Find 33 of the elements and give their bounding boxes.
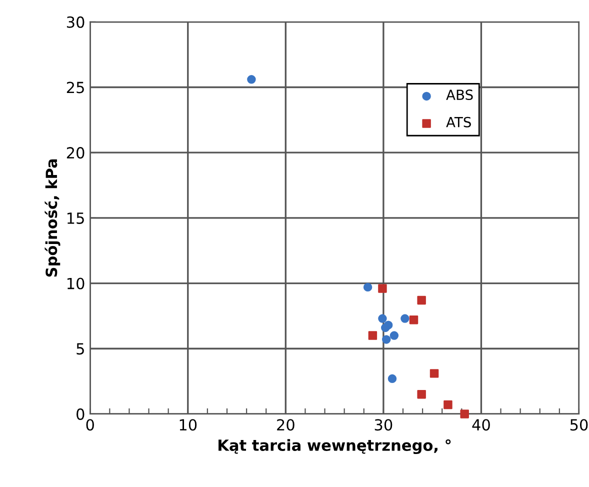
point bbox=[400, 314, 410, 323]
point bbox=[409, 315, 418, 324]
y-tick-label: 25 bbox=[66, 82, 84, 94]
point bbox=[363, 282, 372, 292]
legend-label: ATS bbox=[446, 116, 471, 128]
y-tick-label: 20 bbox=[66, 147, 84, 159]
y-tick-label: 0 bbox=[76, 408, 84, 420]
y-tick-label: 10 bbox=[67, 278, 84, 290]
legend-label: ABS bbox=[446, 90, 473, 100]
x-tick-label: 30 bbox=[374, 419, 392, 431]
x-axis-title: Kąt tarcia wewnętrznego, ° bbox=[218, 439, 451, 454]
x-tick-label: 10 bbox=[180, 419, 197, 431]
point bbox=[417, 390, 426, 399]
point bbox=[382, 335, 391, 344]
point bbox=[444, 400, 452, 410]
y-tick-label: 15 bbox=[67, 212, 84, 224]
point bbox=[381, 323, 390, 332]
point bbox=[378, 284, 387, 293]
point bbox=[430, 369, 439, 378]
x-tick-label: 50 bbox=[570, 419, 588, 431]
point bbox=[388, 374, 397, 384]
y-axis-title: Spójność, kPa bbox=[44, 159, 60, 277]
point bbox=[368, 331, 378, 340]
point bbox=[460, 410, 469, 418]
point bbox=[247, 75, 256, 84]
point bbox=[378, 314, 387, 323]
x-tick-label: 0 bbox=[86, 419, 94, 431]
point bbox=[390, 331, 399, 340]
x-tick-label: 40 bbox=[472, 419, 490, 431]
y-tick-label: 30 bbox=[66, 16, 84, 28]
y-tick-label: 5 bbox=[76, 343, 84, 355]
x-tick-label: 20 bbox=[277, 419, 294, 431]
point bbox=[417, 296, 426, 305]
